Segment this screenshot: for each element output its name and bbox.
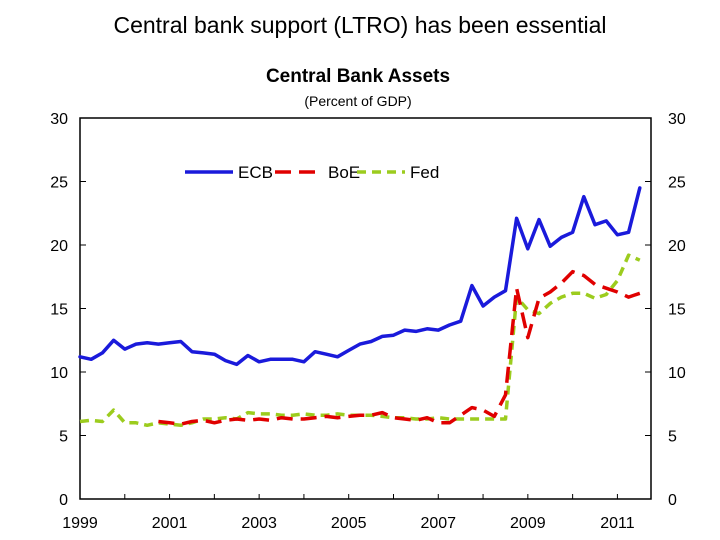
y-tick-label-right-20: 20 [668,238,686,255]
y-tick-label-left-30: 30 [50,111,68,128]
y-tick-label-left-20: 20 [50,238,68,255]
x-tick-label-2009: 2009 [510,515,546,532]
x-tick-label-2011: 2011 [600,515,635,532]
chart-title: Central Bank Assets [265,66,451,87]
ticks-layer: 0 0 5 5 10 10 15 15 20 20 25 25 30 30 1999 2001 2003 2005… [50,111,686,532]
y-tick-label-right-10: 10 [668,365,686,382]
x-tick-label-2007: 2007 [420,515,456,532]
y-tick-label-left-5: 5 [59,429,68,446]
x-tick-label-2003: 2003 [241,515,277,532]
series-line-boe [158,269,641,426]
y-tick-label-right-15: 15 [668,302,686,319]
y-tick-label-left-15: 15 [50,302,68,319]
y-tick-label-right-0: 0 [668,492,677,509]
slide-title: Central bank support (LTRO) has been ess… [113,12,607,38]
x-tick-label-2001: 2001 [152,515,188,532]
series-line-ecb [78,186,642,367]
series-line-fed [79,253,641,428]
x-tick-label-1999: 1999 [62,515,98,532]
legend-label-ecb: ECB [238,163,273,182]
legend-label-fed: Fed [410,163,439,182]
legend-label-boe: BoE [328,163,360,182]
y-tick-label-left-10: 10 [50,365,68,382]
y-tick-label-right-25: 25 [668,175,686,192]
y-tick-label-left-0: 0 [59,492,68,509]
x-tick-label-2005: 2005 [331,515,367,532]
legend: ECB BoE Fed [185,163,439,182]
chart-subtitle: (Percent of GDP) [304,93,412,109]
plot-frame [79,117,652,500]
y-tick-label-left-25: 25 [50,175,68,192]
series-layer [78,186,642,428]
y-tick-label-right-5: 5 [668,429,677,446]
y-tick-label-right-30: 30 [668,111,686,128]
